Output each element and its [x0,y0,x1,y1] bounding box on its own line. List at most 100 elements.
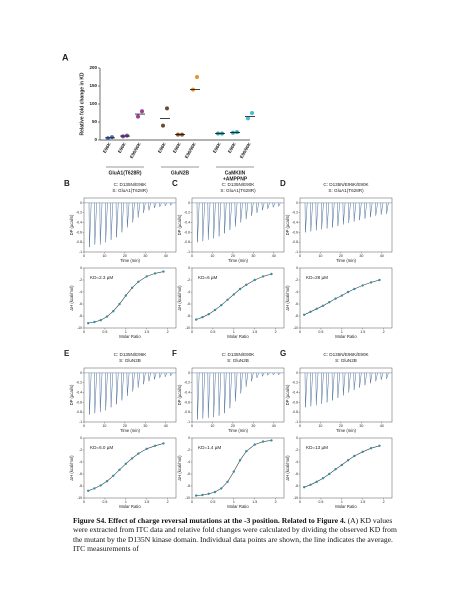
isotherm-point [253,443,256,446]
isotherm-point [340,463,344,467]
y-tick-label: -2 [187,278,190,282]
y-axis-label: ΔH (kcal/mol) [177,455,182,481]
isotherm-point [194,494,198,497]
x-tick-label: 20 [339,254,343,258]
y-tick-label: -2 [295,278,298,282]
x-tick-label: 20 [231,424,235,428]
injection-peak [375,202,378,216]
injection-peak [320,372,324,404]
x-axis-label: Molar Ratio [119,334,141,339]
injection-peak [159,202,162,208]
fit-line [196,273,272,320]
x-tick-label: 2 [383,500,385,504]
y-tick-label: -10 [293,496,298,500]
isotherm-point [321,304,325,307]
injection-peak [331,202,335,228]
x-tick-label: E90K [172,141,182,154]
x-tick-label: 10 [102,254,106,258]
y-tick-label: -4 [79,460,82,464]
y-tick-label: -0.4 [76,390,82,394]
y-tick-label: -10 [185,326,190,330]
injection-peak [331,372,335,401]
injection-peak [358,372,362,388]
y-tick-label: -0.2 [76,211,82,215]
x-tick-label: E90K [117,141,127,154]
y-tick-label: -0.8 [184,240,190,244]
injection-peak [94,372,97,414]
group-label: GluA1(T628R) [108,170,141,176]
y-tick-label: -0.8 [76,410,82,414]
injection-peak [240,372,243,394]
isotherm-point [220,304,223,307]
isotherm-point [124,462,128,465]
y-tick-label: -6 [79,472,82,476]
x-tick-label: 40 [164,254,168,258]
injection-peak [234,202,238,227]
isotherm-point [328,472,331,476]
x-tick-label: 0.5 [102,500,107,504]
isotherm-point [353,287,356,291]
isotherm-point [137,452,140,455]
injection-peak [261,372,265,378]
isotherm-point [245,283,248,286]
thermogram-frame [191,197,285,253]
injection-peak [153,372,157,380]
injection-peak [212,372,216,418]
x-tick-label: 0 [299,254,301,258]
x-tick-label: 1 [341,330,343,334]
injection-peak [104,372,108,411]
x-tick-label: 40 [272,424,276,428]
x-tick-label: 20 [123,254,127,258]
fit-line [304,279,380,316]
y-tick-label: -1 [79,420,82,424]
caption-text: (A) KD values were extracted from ITC da… [73,516,397,554]
y-tick-label: -0.6 [76,400,82,404]
isotherm-point [162,442,165,445]
x-tick-label: 1 [233,330,235,334]
y-tick-label: 50 [92,119,98,124]
injection-peak [353,372,357,391]
y-tick-label: -0.4 [292,220,298,224]
panel-label: A [62,52,69,62]
y-tick-label: -0.2 [292,381,298,385]
isotherm-point [112,310,115,313]
x-tick-label: E96/90K [129,141,142,159]
x-tick-label: 40 [164,424,168,428]
y-tick-label: -0.8 [76,240,82,244]
x-tick-label: 10 [318,424,322,428]
isotherm-point [340,294,344,297]
injection-peak [142,372,146,385]
injection-peak [132,372,135,392]
injection-peak [364,372,367,386]
injection-peak [326,372,330,403]
isotherm-point [261,440,265,443]
y-tick-label: 0 [80,436,82,440]
y-tick-label: -4 [295,290,298,294]
isotherm-point [130,286,134,289]
y-tick-label: -2 [187,448,190,452]
isotherm-point [145,447,148,450]
injection-peak [256,372,259,378]
isotherm-point [226,480,229,483]
isotherm-frame [83,437,177,499]
injection-peak [304,202,308,233]
caption-title: Figure S4. Effect of charge reversal mut… [73,516,346,525]
injection-peak [310,372,313,407]
x-tick-label: 1.5 [144,330,149,334]
x-tick-label: E96K [212,141,222,154]
injection-peak [385,372,389,379]
panel-cell: C: D135N/E90K [222,182,256,187]
x-tick-label: 30 [359,424,363,428]
panel-label: G [280,349,286,358]
x-tick-label: 1.5 [144,500,149,504]
y-tick-label: -1 [79,250,82,254]
injection-peak [250,372,254,382]
injection-peak [148,202,151,211]
kd-label: KD=6.0 µM [90,445,113,450]
injection-peak [212,202,216,239]
x-tick-label: 0.5 [102,330,107,334]
y-tick-label: -10 [185,496,190,500]
isotherm-point [270,439,273,442]
x-tick-label: 0.5 [318,500,323,504]
